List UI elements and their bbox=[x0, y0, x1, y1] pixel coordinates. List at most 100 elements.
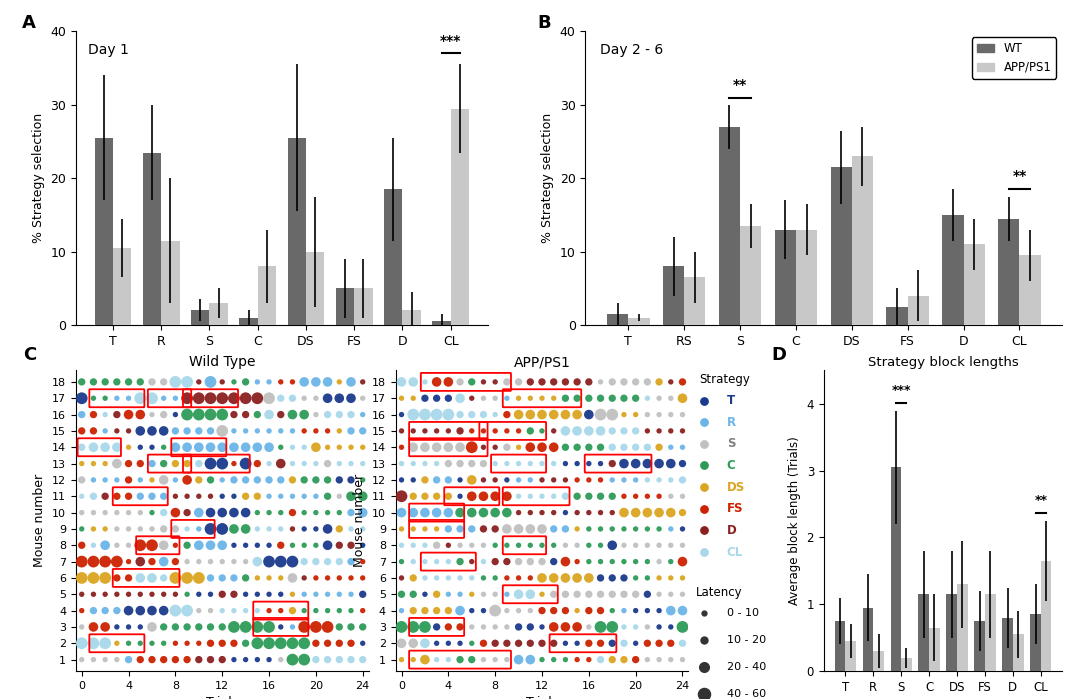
Point bbox=[319, 637, 336, 649]
Point bbox=[392, 393, 410, 404]
Point bbox=[190, 507, 207, 518]
Point bbox=[392, 491, 410, 502]
Point bbox=[96, 442, 114, 453]
Point bbox=[73, 589, 90, 600]
Point bbox=[499, 442, 516, 453]
Point bbox=[108, 393, 126, 404]
Point bbox=[85, 605, 102, 617]
Point bbox=[627, 654, 644, 665]
Point bbox=[73, 507, 90, 518]
Point bbox=[616, 654, 633, 665]
Bar bbox=[354, 288, 373, 325]
Point bbox=[190, 409, 207, 420]
Point bbox=[662, 393, 680, 404]
Point bbox=[499, 475, 516, 486]
Point bbox=[545, 442, 563, 453]
Point bbox=[627, 637, 644, 649]
Point bbox=[155, 556, 172, 567]
Point bbox=[331, 393, 348, 404]
Point bbox=[499, 637, 516, 649]
Point bbox=[428, 376, 446, 387]
Point bbox=[307, 507, 324, 518]
Point bbox=[451, 442, 468, 453]
Point bbox=[499, 572, 516, 584]
Point bbox=[404, 507, 422, 518]
Point bbox=[451, 376, 468, 387]
Point bbox=[307, 376, 324, 387]
Point bbox=[509, 621, 527, 633]
Point bbox=[557, 589, 575, 600]
Point bbox=[284, 409, 301, 420]
Bar bbox=[929, 628, 940, 671]
Point bbox=[638, 524, 656, 535]
Point bbox=[202, 458, 219, 469]
Point bbox=[190, 425, 207, 436]
Point bbox=[143, 376, 160, 387]
Point bbox=[131, 637, 149, 649]
Text: D: D bbox=[726, 524, 736, 537]
Point bbox=[354, 475, 372, 486]
Point bbox=[521, 393, 539, 404]
Point bbox=[568, 556, 585, 567]
Point bbox=[179, 376, 196, 387]
Point bbox=[487, 393, 504, 404]
Point bbox=[674, 376, 692, 387]
Point bbox=[674, 409, 692, 420]
Point bbox=[592, 589, 609, 600]
Point bbox=[96, 507, 114, 518]
Point bbox=[451, 556, 468, 567]
Point bbox=[627, 376, 644, 387]
Point bbox=[580, 524, 597, 535]
Point bbox=[120, 524, 138, 535]
Point bbox=[214, 491, 231, 502]
Point bbox=[696, 438, 713, 449]
Point bbox=[627, 605, 644, 617]
Point bbox=[108, 605, 126, 617]
Point bbox=[604, 637, 621, 649]
Point bbox=[463, 376, 480, 387]
Point bbox=[440, 556, 457, 567]
Point bbox=[509, 393, 527, 404]
Point bbox=[392, 621, 410, 633]
Point bbox=[616, 376, 633, 387]
Point bbox=[248, 540, 266, 551]
Point bbox=[662, 605, 680, 617]
Point bbox=[545, 507, 563, 518]
Point bbox=[616, 409, 633, 420]
Point bbox=[108, 458, 126, 469]
Point bbox=[120, 425, 138, 436]
Point bbox=[650, 572, 668, 584]
Point bbox=[545, 605, 563, 617]
Point bbox=[307, 637, 324, 649]
Point bbox=[627, 572, 644, 584]
Point bbox=[296, 458, 313, 469]
Point bbox=[248, 572, 266, 584]
Point bbox=[331, 442, 348, 453]
Point bbox=[521, 637, 539, 649]
Point bbox=[319, 621, 336, 633]
Point bbox=[73, 605, 90, 617]
Point bbox=[627, 589, 644, 600]
Point bbox=[179, 475, 196, 486]
Point bbox=[475, 442, 492, 453]
Point bbox=[179, 572, 196, 584]
Point bbox=[475, 491, 492, 502]
Bar bbox=[143, 152, 162, 325]
Point bbox=[557, 572, 575, 584]
Point bbox=[499, 376, 516, 387]
Point bbox=[592, 425, 609, 436]
Point bbox=[143, 458, 160, 469]
Point bbox=[604, 376, 621, 387]
Bar bbox=[719, 127, 740, 325]
Point bbox=[674, 605, 692, 617]
Point bbox=[662, 556, 680, 567]
Point bbox=[237, 572, 255, 584]
Point bbox=[638, 654, 656, 665]
Point bbox=[521, 507, 539, 518]
Point bbox=[475, 393, 492, 404]
Point bbox=[307, 524, 324, 535]
Point bbox=[440, 589, 457, 600]
Point bbox=[475, 637, 492, 649]
Point bbox=[499, 393, 516, 404]
Bar bbox=[775, 229, 796, 325]
